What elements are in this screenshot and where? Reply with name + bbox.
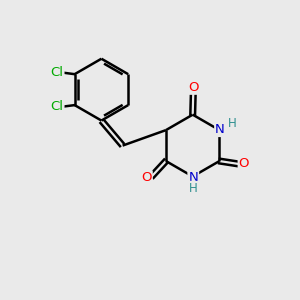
Text: O: O <box>239 158 249 170</box>
Text: O: O <box>141 171 152 184</box>
Text: H: H <box>227 117 236 130</box>
Text: Cl: Cl <box>50 66 64 79</box>
Text: N: N <box>215 123 225 136</box>
Text: N: N <box>188 171 198 184</box>
Text: Cl: Cl <box>50 100 64 113</box>
Text: O: O <box>188 81 199 94</box>
Text: H: H <box>189 182 198 195</box>
